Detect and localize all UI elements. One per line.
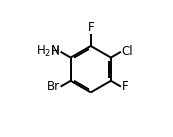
Text: H: H <box>51 45 60 58</box>
Text: $\mathregular{H_2N}$: $\mathregular{H_2N}$ <box>36 44 60 59</box>
Text: Cl: Cl <box>121 45 133 58</box>
Text: F: F <box>88 21 94 34</box>
Text: F: F <box>121 80 128 93</box>
Text: Br: Br <box>47 80 60 93</box>
